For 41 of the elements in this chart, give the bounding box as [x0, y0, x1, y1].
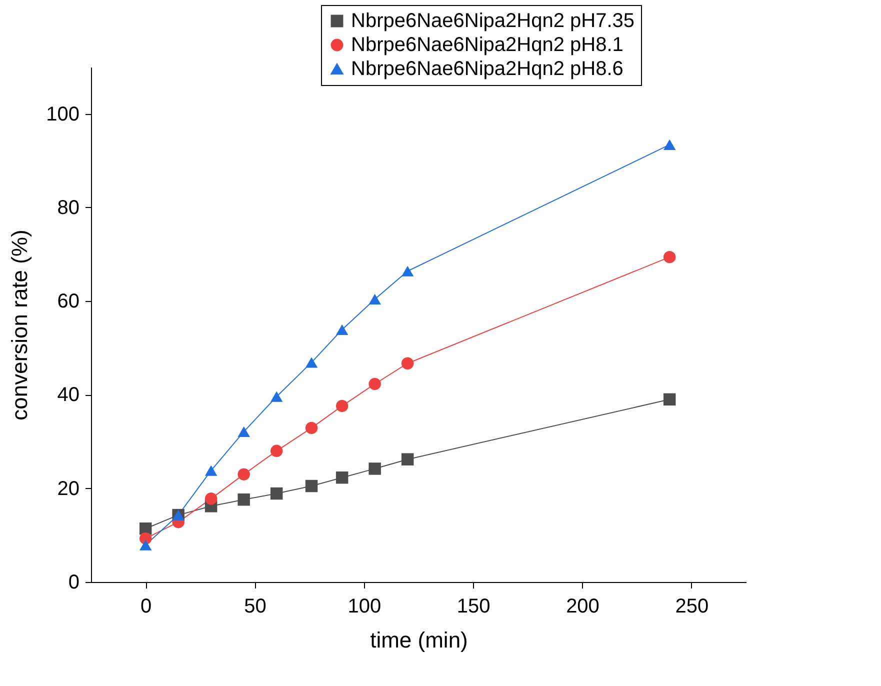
- y-tick-label: 20: [57, 478, 80, 500]
- point: [238, 468, 250, 480]
- point: [401, 453, 414, 466]
- x-tick-label: 100: [348, 596, 382, 618]
- point: [663, 250, 676, 264]
- y-axis-title: conversion rate (%): [7, 230, 32, 420]
- point: [663, 393, 676, 406]
- point: [368, 378, 381, 390]
- y-tick-label: 80: [57, 196, 80, 219]
- point: [305, 480, 318, 492]
- point: [336, 471, 348, 484]
- y-tick-label: 100: [46, 103, 80, 126]
- point: [270, 391, 283, 402]
- y-tick-label: 40: [57, 384, 80, 406]
- point: [336, 324, 348, 335]
- point: [238, 493, 250, 506]
- x-tick-label: 0: [140, 596, 152, 618]
- x-axis-title: time (min): [370, 628, 468, 652]
- x-tick-label: 150: [456, 596, 490, 618]
- point: [204, 465, 218, 476]
- point: [270, 444, 283, 458]
- x-tick-label: 250: [675, 596, 709, 618]
- point: [663, 139, 676, 150]
- point: [368, 294, 381, 305]
- point: [139, 540, 152, 550]
- legend-label: Nbrpe6Nae6Nipa2Hqn2 pH7.35: [351, 10, 635, 32]
- point: [368, 462, 381, 475]
- y-tick-label: 60: [57, 290, 80, 313]
- point: [270, 487, 283, 500]
- x-tick-label: 200: [566, 596, 600, 618]
- point: [238, 426, 250, 438]
- point: [204, 492, 218, 505]
- point: [401, 266, 414, 276]
- point: [401, 357, 414, 370]
- point: [305, 422, 318, 434]
- legend-label: Nbrpe6Nae6Nipa2Hqn2 pH8.1: [351, 34, 624, 56]
- point: [336, 400, 348, 412]
- point: [305, 357, 318, 368]
- y-tick-label: 0: [68, 572, 80, 594]
- legend-label: Nbrpe6Nae6Nipa2Hqn2 pH8.6: [351, 58, 624, 80]
- x-tick-label: 50: [244, 596, 266, 618]
